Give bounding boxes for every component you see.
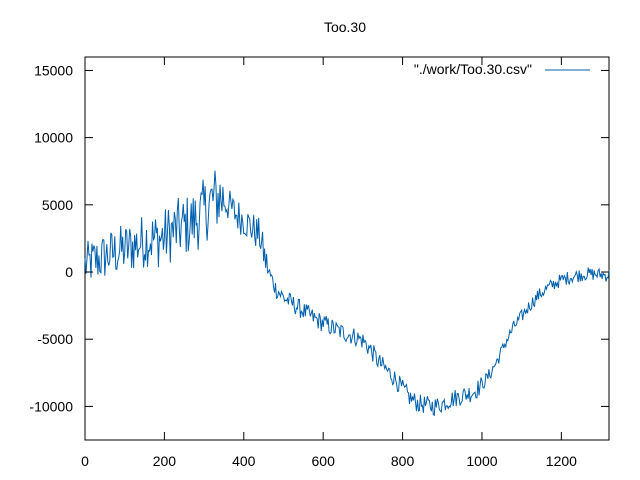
chart-title: Too.30: [324, 19, 366, 35]
x-tick-label: 0: [81, 453, 89, 469]
x-tick-label: 600: [312, 453, 336, 469]
y-tick-label: 15000: [34, 62, 73, 78]
legend: "./work/Too.30.csv": [414, 61, 590, 77]
plot-area: [84, 56, 610, 441]
x-axis: 0 200 400 600 800 1000 1200: [81, 57, 577, 469]
y-tick-label: 5000: [42, 197, 73, 213]
y-tick-label: -5000: [37, 331, 73, 347]
y-tick-label: -10000: [29, 398, 73, 414]
y-axis: -10000 -5000 0 5000 10000 15000: [29, 62, 609, 414]
x-tick-label: 400: [232, 453, 256, 469]
series-line: [84, 170, 610, 417]
x-tick-label: 800: [391, 453, 415, 469]
legend-label: "./work/Too.30.csv": [414, 61, 532, 77]
x-tick-label: 1000: [466, 453, 497, 469]
plot-frame: [84, 56, 610, 441]
y-tick-label: 0: [65, 264, 73, 280]
x-tick-label: 1200: [546, 453, 577, 469]
y-tick-label: 10000: [34, 130, 73, 146]
x-tick-label: 200: [153, 453, 177, 469]
